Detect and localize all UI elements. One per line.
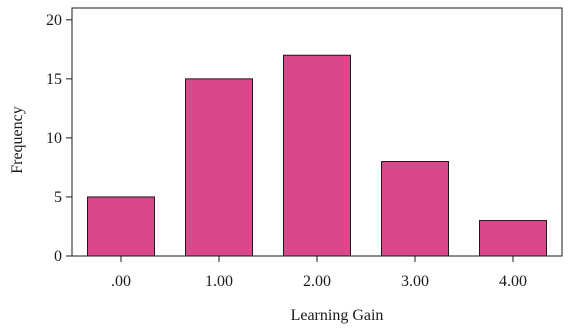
- bar: [283, 54, 351, 257]
- x-axis-title: Learning Gain: [291, 307, 384, 324]
- x-tick-label: 2.00: [303, 273, 331, 290]
- y-axis-title: Frequency: [9, 106, 26, 174]
- y-tick-label: 0: [54, 248, 62, 265]
- x-tick-label: 4.00: [499, 273, 527, 290]
- y-tick-label: 15: [46, 71, 62, 88]
- y-tick-label: 5: [54, 189, 62, 206]
- bar: [381, 161, 449, 257]
- y-tick-label: 10: [46, 130, 62, 147]
- x-tick-label: 3.00: [401, 273, 429, 290]
- x-tick-label: .00: [111, 273, 131, 290]
- y-axis: 0 5 10 15 20: [46, 12, 72, 265]
- bar: [185, 78, 253, 257]
- x-axis: .00 1.00 2.00 3.00 4.00: [111, 256, 527, 290]
- y-tick-label: 20: [46, 12, 62, 29]
- bar: [479, 220, 547, 257]
- x-tick-label: 1.00: [205, 273, 233, 290]
- bars: [87, 54, 547, 257]
- bar: [87, 196, 155, 257]
